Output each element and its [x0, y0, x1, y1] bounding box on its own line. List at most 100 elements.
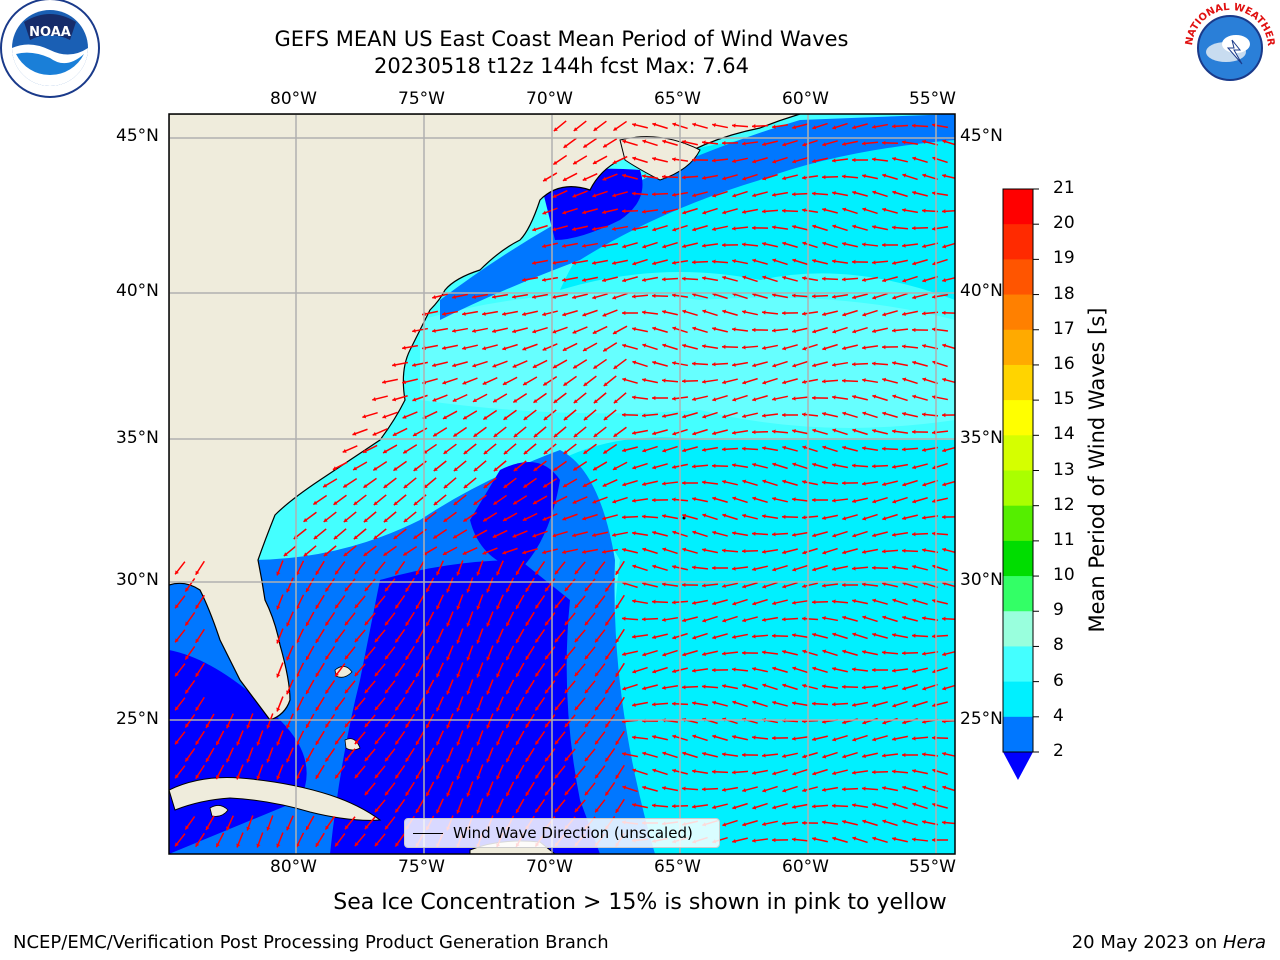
wave-direction-arrowhead — [742, 513, 747, 518]
wave-direction-arrowhead — [564, 587, 569, 592]
wave-direction-arrowhead — [832, 259, 836, 264]
wave-direction-arrowhead — [552, 227, 557, 232]
wave-direction-arrowhead — [812, 804, 816, 809]
wave-direction-arrowhead — [433, 534, 438, 539]
wave-direction-arrowhead — [403, 449, 408, 454]
wave-direction-arrowhead — [602, 516, 607, 521]
wave-direction-arrowhead — [506, 588, 510, 593]
wave-direction-arrowhead — [584, 621, 589, 626]
wave-direction-arrowhead — [246, 724, 251, 729]
wave-direction-arrowhead — [872, 598, 877, 603]
wave-direction-arrowhead — [832, 191, 836, 196]
wave-direction-arrowhead — [573, 399, 578, 404]
wave-direction-arrowhead — [922, 377, 927, 382]
wave-direction-arrowhead — [405, 621, 410, 626]
lat-tick-left: 25°N — [116, 709, 159, 729]
wave-direction-arrowhead — [276, 775, 281, 780]
wave-direction-arrowhead — [822, 649, 827, 654]
wave-direction-arrowhead — [852, 190, 857, 195]
wave-direction-arrowhead — [732, 838, 737, 844]
wave-direction-arrowhead — [564, 723, 569, 728]
wave-direction-arrowhead — [195, 842, 200, 847]
wave-direction-arrowhead — [692, 600, 696, 605]
wave-direction-arrowhead — [782, 346, 787, 351]
footer-host: Hera — [1222, 932, 1266, 953]
wave-direction-arrowhead — [812, 258, 817, 263]
wave-direction-arrowhead — [702, 618, 707, 623]
wave-direction-arrowhead — [595, 638, 599, 643]
wave-direction-arrowhead — [872, 632, 877, 637]
wave-direction-arrowhead — [236, 843, 241, 848]
wave-direction-arrowhead — [622, 515, 626, 520]
wave-direction-arrowhead — [742, 380, 747, 385]
wave-direction-arrowhead — [912, 156, 917, 161]
wave-direction-arrowhead — [466, 690, 471, 695]
wave-direction-arrowhead — [622, 448, 627, 453]
wave-direction-arrowhead — [532, 364, 537, 368]
wave-direction-arrowhead — [862, 615, 867, 620]
wave-direction-arrowhead — [325, 621, 330, 626]
wave-direction-arrowhead — [175, 774, 179, 779]
wave-direction-arrowhead — [872, 533, 877, 538]
wave-direction-arrowhead — [246, 758, 251, 763]
wave-direction-arrowhead — [545, 723, 549, 728]
map-frame — [168, 113, 956, 855]
wave-direction-arrowhead — [572, 499, 577, 504]
wave-direction-arrowhead — [364, 723, 369, 728]
wave-direction-arrowhead — [892, 295, 897, 300]
wave-direction-arrowhead — [772, 700, 777, 705]
wave-direction-arrowhead — [842, 346, 847, 351]
wave-direction-arrowhead — [344, 689, 349, 694]
wave-direction-arrowhead — [385, 825, 389, 830]
wave-direction-arrowhead — [564, 757, 569, 762]
wave-direction-arrowhead — [732, 463, 736, 468]
wave-direction-arrowhead — [802, 788, 807, 793]
wave-direction-arrowhead — [862, 720, 867, 725]
wave-direction-arrowhead — [552, 500, 557, 504]
wave-direction-arrowhead — [595, 706, 599, 711]
wave-direction-arrowhead — [712, 123, 716, 128]
wave-direction-arrowhead — [912, 532, 916, 537]
wave-direction-arrowhead — [702, 480, 706, 485]
wave-direction-arrowhead — [832, 125, 837, 130]
wave-direction-arrowhead — [852, 803, 856, 808]
colorbar-cell — [1003, 540, 1033, 577]
wave-direction-arrowhead — [682, 343, 687, 348]
wave-direction-arrowhead — [822, 379, 826, 384]
wave-direction-arrowhead — [932, 802, 937, 807]
wave-direction-arrowhead — [335, 638, 339, 643]
footer-date-text: 20 May 2023 on — [1071, 932, 1223, 953]
wave-direction-arrowhead — [752, 601, 757, 606]
wave-direction-arrowhead — [712, 635, 717, 640]
wave-direction-arrowhead — [872, 836, 877, 841]
wave-direction-arrowhead — [802, 445, 807, 450]
wave-direction-arrowhead — [412, 328, 416, 333]
wave-direction-arrowhead — [652, 803, 656, 808]
wave-direction-arrowhead — [215, 843, 220, 848]
wave-direction-arrowhead — [236, 741, 241, 746]
wave-direction-arrowhead — [592, 499, 597, 504]
wave-direction-arrowhead — [572, 193, 577, 198]
wave-direction-arrowhead — [752, 770, 756, 775]
wave-direction-arrowhead — [452, 363, 457, 368]
wave-direction-arrowhead — [423, 484, 428, 489]
wave-direction-arrowhead — [564, 655, 569, 660]
wave-direction-arrowhead — [802, 379, 806, 384]
wave-direction-arrowhead — [522, 517, 527, 521]
wave-direction-arrowhead — [605, 723, 610, 728]
wave-direction-arrowhead — [892, 328, 896, 333]
wave-direction-arrowhead — [305, 622, 310, 627]
wave-direction-arrowhead — [462, 380, 467, 385]
wave-direction-arrowhead — [752, 805, 757, 810]
wave-direction-arrowhead — [374, 638, 379, 643]
wave-direction-arrowhead — [772, 567, 777, 572]
wave-direction-arrowhead — [712, 431, 717, 436]
wave-direction-arrowhead — [354, 842, 359, 847]
wave-direction-arrowhead — [195, 570, 200, 575]
wave-direction-arrowhead — [582, 277, 586, 283]
wave-direction-arrowhead — [496, 741, 501, 746]
wave-direction-arrowhead — [932, 703, 937, 708]
colorbar-cell — [1003, 435, 1033, 471]
colorbar-cells — [1003, 189, 1033, 753]
colorbar-tick-label: 21 — [1053, 178, 1075, 198]
